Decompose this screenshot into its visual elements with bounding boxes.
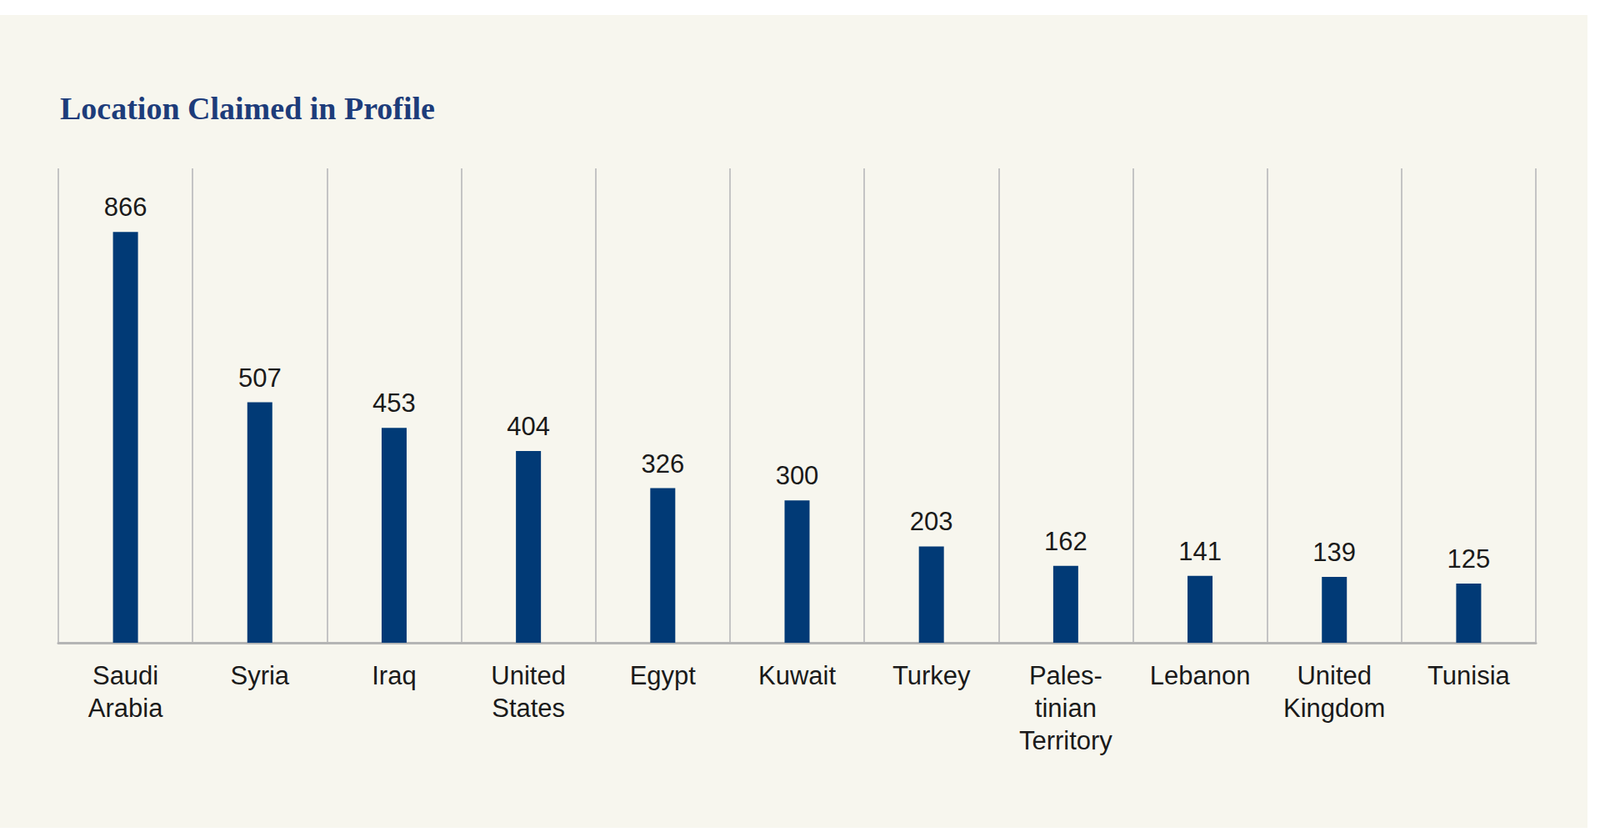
svg-text:United: United — [490, 660, 566, 690]
svg-text:139: 139 — [1312, 537, 1356, 567]
svg-text:141: 141 — [1178, 536, 1222, 566]
svg-text:866: 866 — [104, 192, 148, 222]
svg-text:United: United — [1296, 660, 1372, 690]
svg-text:Tunisia: Tunisia — [1427, 660, 1511, 690]
svg-text:125: 125 — [1447, 544, 1491, 574]
svg-text:Saudi: Saudi — [92, 660, 159, 690]
svg-text:Turkey: Turkey — [892, 660, 971, 690]
svg-text:Egypt: Egypt — [630, 660, 697, 690]
svg-text:Kingdom: Kingdom — [1283, 693, 1385, 723]
svg-text:Territory: Territory — [1019, 725, 1113, 755]
svg-text:507: 507 — [238, 363, 282, 393]
svg-text:300: 300 — [775, 460, 820, 490]
svg-text:States: States — [491, 693, 565, 723]
svg-text:453: 453 — [372, 388, 416, 418]
svg-text:203: 203 — [910, 506, 954, 536]
svg-text:404: 404 — [506, 411, 550, 441]
svg-text:326: 326 — [640, 449, 685, 479]
svg-text:tinian: tinian — [1035, 693, 1097, 723]
svg-text:Kuwait: Kuwait — [758, 660, 836, 690]
svg-text:Iraq: Iraq — [371, 660, 416, 690]
svg-text:Arabia: Arabia — [88, 693, 164, 723]
svg-text:162: 162 — [1044, 526, 1088, 556]
svg-text:Pales-: Pales- — [1029, 660, 1103, 690]
svg-text:Lebanon: Lebanon — [1150, 660, 1251, 690]
svg-text:Location Claimed in Profile: Location Claimed in Profile — [60, 90, 435, 126]
svg-text:Syria: Syria — [230, 660, 290, 690]
